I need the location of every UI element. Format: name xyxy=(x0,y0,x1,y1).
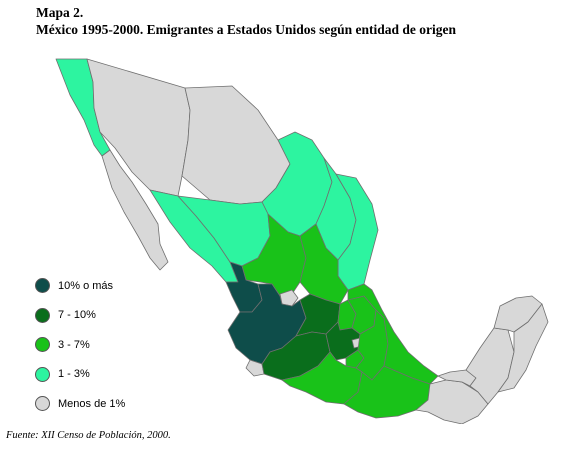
state-chihuahua xyxy=(181,85,291,205)
map-title: México 1995-2000. Emigrantes a Estados U… xyxy=(36,22,457,37)
legend-label: 3 - 7% xyxy=(58,338,90,351)
legend-label: 10% o más xyxy=(58,279,114,292)
map-legend: 10% o más 7 - 10% 3 - 7% 1 - 3% Menos de… xyxy=(35,271,125,419)
legend-label: 1 - 3% xyxy=(58,368,90,381)
legend-item-1: 10% o más xyxy=(35,271,125,301)
state-sonora xyxy=(86,58,191,197)
legend-item-3: 3 - 7% xyxy=(35,330,125,360)
legend-swatch xyxy=(35,307,50,323)
map-svg xyxy=(55,58,549,424)
legend-item-5: Menos de 1% xyxy=(35,389,125,419)
source-note: Fuente: XII Censo de Población, 2000. xyxy=(6,430,171,441)
state-quintana-roo xyxy=(497,303,549,393)
legend-swatch xyxy=(35,278,50,294)
legend-label: 7 - 10% xyxy=(58,309,96,322)
mexico-map xyxy=(0,44,572,424)
state-baja-california-sur xyxy=(101,149,169,271)
legend-swatch xyxy=(35,396,50,412)
legend-swatch xyxy=(35,337,50,353)
map-number: Mapa 2. xyxy=(36,5,84,20)
legend-item-2: 7 - 10% xyxy=(35,301,125,331)
legend-swatch xyxy=(35,366,50,382)
state-colima xyxy=(245,359,265,377)
legend-label: Menos de 1% xyxy=(58,397,126,410)
title-block: Mapa 2. México 1995-2000. Emigrantes a E… xyxy=(36,4,456,38)
state-guerrero xyxy=(281,351,363,405)
legend-item-4: 1 - 3% xyxy=(35,360,125,390)
state-san-luis-potosi xyxy=(299,223,349,305)
